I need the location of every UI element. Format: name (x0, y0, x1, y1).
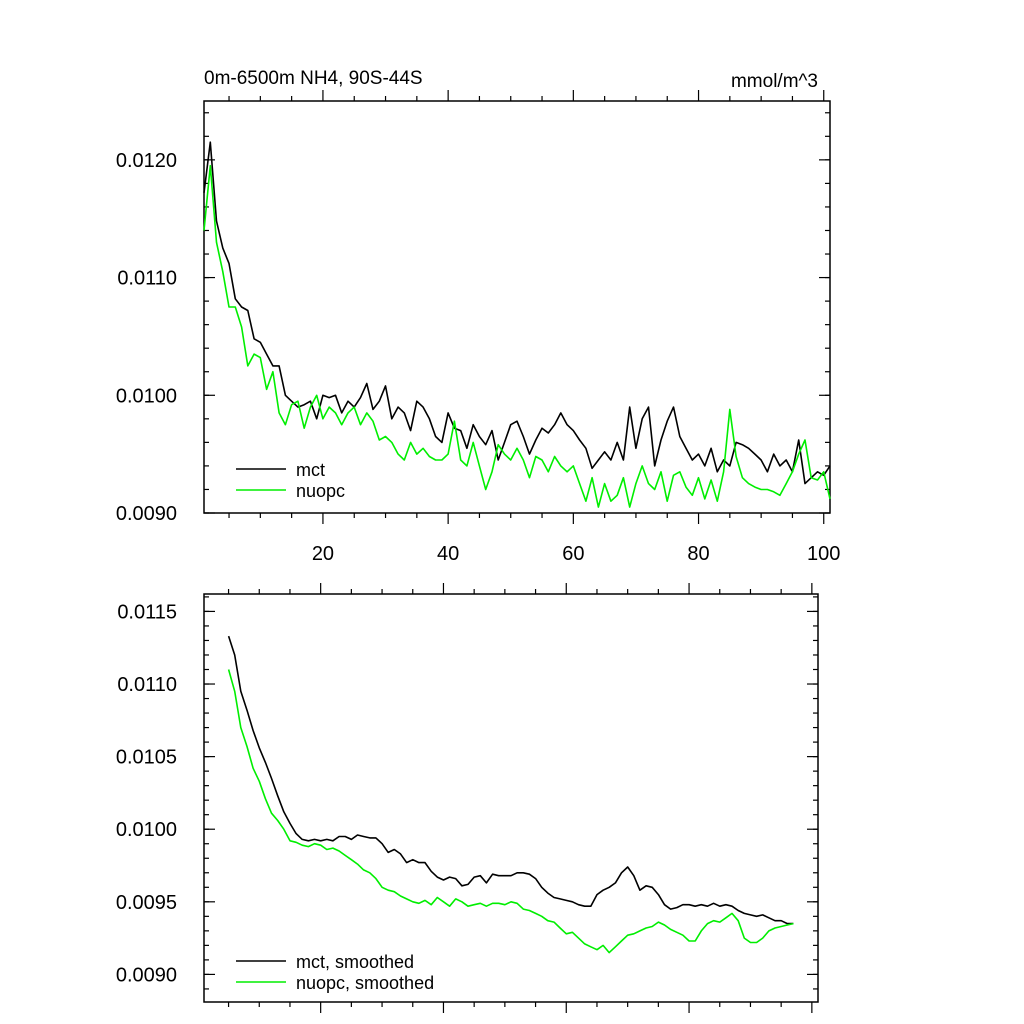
raw-y-tick-label: 0.0110 (117, 268, 177, 290)
smoothed-plot-panel: 0.0090 0.0095 0.0100 0.0105 0.0110 0.0115 mct… (116, 583, 819, 1013)
smoothed-y-tick-label: 0.0090 (116, 964, 177, 986)
raw-plot-ticks: 0.0090 0.0100 0.0110 0.0120 20 40 60 80 100 (116, 90, 840, 565)
chart-title: 0m-6500m NH4, 90S-44S (204, 68, 423, 89)
raw-plot-lines (203, 141, 831, 508)
smoothed-y-tick-label: 0.0105 (116, 747, 177, 769)
smoothed-y-tick-label: 0.0095 (116, 892, 177, 914)
raw-y-tick-label: 0.0100 (116, 385, 177, 407)
legend-label-nuopc-smoothed: nuopc, smoothed (296, 973, 434, 993)
smoothed-series-line-mct (227, 635, 794, 925)
raw-plot-frame (203, 100, 831, 514)
raw-series-line-nuopc (203, 164, 831, 508)
legend-label-nuopc: nuopc (296, 481, 345, 501)
legend-label-mct: mct (296, 460, 325, 480)
raw-plot-panel: 0.0090 0.0100 0.0110 0.0120 20 40 60 80 100 mct … (116, 90, 840, 565)
raw-x-tick-label: 40 (437, 543, 459, 565)
smoothed-plot-frame (203, 593, 819, 1003)
smoothed-series-line-nuopc (227, 669, 794, 954)
raw-x-tick-label: 60 (562, 543, 584, 565)
raw-y-tick-label: 0.0090 (116, 503, 177, 525)
smoothed-y-tick-label: 0.0110 (117, 674, 177, 696)
raw-x-tick-label: 100 (807, 543, 840, 565)
raw-x-tick-label: 80 (687, 543, 709, 565)
raw-y-tick-label: 0.0120 (116, 150, 177, 172)
smoothed-y-tick-label: 0.0100 (116, 819, 177, 841)
legend-label-mct-smoothed: mct, smoothed (296, 952, 414, 972)
raw-x-tick-label: 20 (312, 543, 334, 565)
raw-series-line-mct (203, 141, 831, 485)
smoothed-y-tick-label: 0.0115 (117, 601, 177, 623)
raw-plot-legend: mct nuopc (236, 460, 345, 501)
smoothed-plot-lines (227, 635, 794, 954)
smoothed-plot-ticks: 0.0090 0.0095 0.0100 0.0105 0.0110 0.0115 (116, 583, 818, 1013)
units-label: mmol/m^3 (731, 71, 818, 92)
smoothed-plot-legend: mct, smoothed nuopc, smoothed (236, 952, 434, 993)
